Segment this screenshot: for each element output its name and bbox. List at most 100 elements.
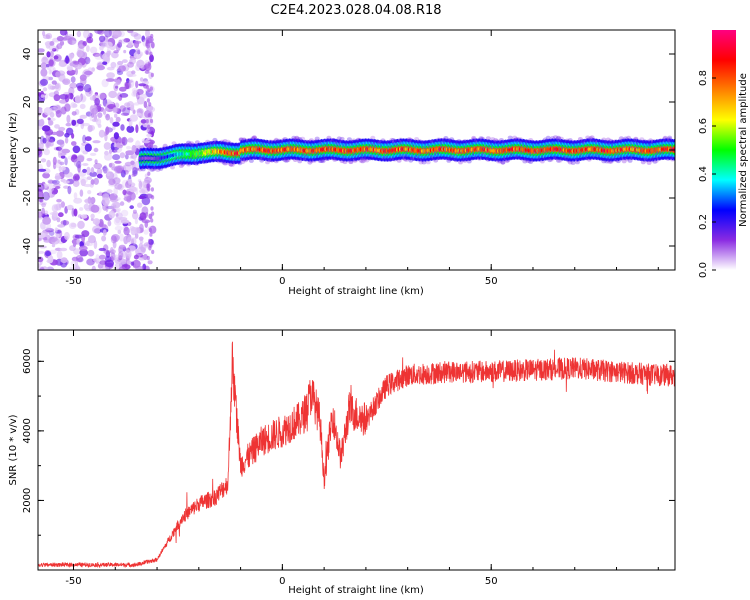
heatmap-cell <box>125 249 132 259</box>
heatmap-cell <box>139 212 147 221</box>
heatmap-cell <box>60 257 68 264</box>
heatmap-cell <box>107 220 112 227</box>
heatmap-cell <box>40 78 48 86</box>
heatmap-cell <box>41 207 45 216</box>
heatmap-cell <box>143 229 149 235</box>
heatmap-cell <box>76 160 82 169</box>
heatmap-cell <box>72 179 80 188</box>
heatmap-cell <box>132 237 137 246</box>
heatmap-cell <box>138 83 147 87</box>
heatmap-cell <box>77 220 85 229</box>
heatmap-cell <box>126 80 133 83</box>
heatmap-cell <box>145 30 150 38</box>
heatmap-cell <box>127 30 134 34</box>
heatmap-cell <box>71 119 77 126</box>
heatmap-cell <box>147 171 151 176</box>
heatmap-cell <box>58 61 67 68</box>
heatmap-cell <box>102 109 107 115</box>
heatmap-cell <box>116 79 121 85</box>
heatmap-cell <box>66 204 74 211</box>
heatmap-cell <box>69 40 73 45</box>
heatmap-cell <box>56 250 63 260</box>
heatmap-cell <box>127 137 134 143</box>
heatmap-cell <box>104 30 112 38</box>
heatmap-cell <box>124 102 131 107</box>
heatmap-y-tick-label: 0 <box>22 147 33 153</box>
heatmap-cell <box>46 266 55 270</box>
heatmap-cell <box>38 125 43 130</box>
heatmap-cell <box>46 183 55 193</box>
heatmap-cell <box>320 159 326 164</box>
heatmap-cell <box>122 59 128 63</box>
heatmap-cell <box>145 212 149 217</box>
heatmap-cell <box>84 56 91 65</box>
heatmap-cell <box>40 62 47 70</box>
heatmap-cell <box>109 197 119 203</box>
heatmap-cell <box>112 121 120 127</box>
heatmap-cell <box>136 91 140 100</box>
heatmap-cell <box>80 145 85 153</box>
heatmap-cell <box>38 250 45 254</box>
heatmap-cell <box>46 51 51 58</box>
heatmap-cell <box>132 259 141 268</box>
heatmap-cell <box>94 53 104 60</box>
heatmap-cell <box>109 163 113 168</box>
heatmap-cell <box>128 79 135 88</box>
heatmap-cell <box>151 195 155 200</box>
heatmap-cell <box>120 38 127 44</box>
heatmap-cell <box>116 142 121 148</box>
heatmap-cell <box>69 53 74 60</box>
heatmap-cell <box>60 166 66 171</box>
heatmap-cell <box>126 70 134 78</box>
heatmap-cell <box>143 253 148 261</box>
colorbar: 0.0 0.2 0.4 0.6 0.8 Normalized spectral ampl… <box>698 30 749 278</box>
heatmap-cell <box>111 234 120 242</box>
heatmap-cell <box>110 249 116 254</box>
heatmap-cell <box>86 176 92 181</box>
colorbar-tick-label: 0.4 <box>698 166 709 182</box>
heatmap-cell <box>54 124 60 129</box>
heatmap-cell <box>76 49 83 58</box>
heatmap-cell <box>114 165 123 174</box>
heatmap-cell <box>54 227 58 233</box>
heatmap-cell <box>57 159 61 164</box>
heatmap-cell <box>120 124 125 131</box>
heatmap-cell <box>149 232 153 237</box>
snr-x-tick-label: -50 <box>65 576 81 587</box>
heatmap-cell <box>71 111 77 116</box>
heatmap-cell <box>123 38 131 43</box>
heatmap-cell <box>71 208 75 217</box>
heatmap-cell <box>47 58 56 68</box>
heatmap-cell <box>55 233 60 238</box>
heatmap-cell <box>49 249 57 255</box>
heatmap-cell <box>57 212 64 218</box>
heatmap-cell <box>103 249 112 255</box>
heatmap-cell <box>54 175 62 180</box>
heatmap-cell <box>108 210 116 219</box>
heatmap-cell <box>130 261 135 266</box>
heatmap-cell <box>38 182 45 192</box>
heatmap-cell <box>120 209 129 217</box>
heatmap-cell <box>93 228 101 234</box>
heatmap-cell <box>131 173 136 177</box>
heatmap-cell <box>58 145 64 151</box>
heatmap-cell <box>60 155 66 159</box>
heatmap-cell <box>42 92 49 100</box>
heatmap-cell <box>90 213 95 219</box>
heatmap-cell <box>74 67 78 76</box>
heatmap-cell <box>72 145 81 154</box>
heatmap-cell <box>42 55 48 63</box>
heatmap-cell <box>339 136 345 141</box>
heatmap-cell <box>91 107 99 115</box>
heatmap-cell <box>38 192 44 199</box>
colorbar-tick-label: 0.8 <box>698 70 709 86</box>
colorbar-tick-label: 0.6 <box>698 118 709 134</box>
heatmap-cell <box>87 190 92 195</box>
heatmap-cell <box>414 137 420 141</box>
snr-x-tick-label: 0 <box>279 576 285 587</box>
heatmap-cell <box>79 249 88 257</box>
heatmap-cell <box>139 93 148 99</box>
heatmap-cell <box>39 198 44 203</box>
heatmap-cell <box>44 210 49 216</box>
